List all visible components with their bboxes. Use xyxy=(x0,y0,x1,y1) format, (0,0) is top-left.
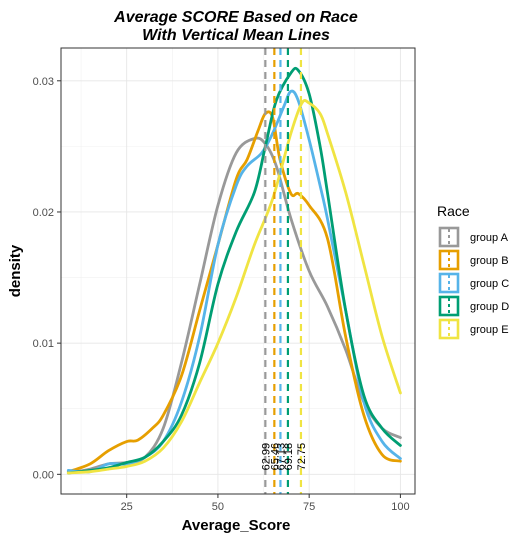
mean-label-group-D: 69.18 xyxy=(283,443,295,471)
x-tick-label: 25 xyxy=(121,501,133,513)
legend-label: group D xyxy=(470,301,509,313)
legend-item-group-C: group C xyxy=(438,272,509,294)
legend-item-group-D: group D xyxy=(438,295,509,317)
y-tick-label: 0.00 xyxy=(33,469,54,481)
x-tick-label: 100 xyxy=(391,501,409,513)
legend-label: group B xyxy=(470,255,509,267)
mean-label-group-B: 65.46 xyxy=(269,443,281,471)
legend-label: group C xyxy=(470,278,509,290)
y-tick-label: 0.02 xyxy=(33,207,54,219)
mean-label-group-A: 62.99 xyxy=(260,443,272,471)
mean-label-group-E: 72.75 xyxy=(296,443,308,471)
x-tick-label: 75 xyxy=(303,501,315,513)
chart-title-line2: With Vertical Mean Lines xyxy=(142,27,330,44)
legend-item-group-E: group E xyxy=(438,318,509,340)
legend-item-group-A: group A xyxy=(438,226,509,248)
y-axis-title: density xyxy=(7,244,24,297)
y-tick-label: 0.01 xyxy=(33,338,54,350)
chart-title-line1: Average SCORE Based on Race xyxy=(113,9,358,26)
mean-label-group-C: 67.13 xyxy=(275,443,287,471)
legend-label: group A xyxy=(470,232,509,244)
y-tick-label: 0.03 xyxy=(33,76,54,88)
x-axis-title: Average_Score xyxy=(182,517,291,534)
legend-title: Race xyxy=(437,203,470,219)
legend-label: group E xyxy=(470,324,509,336)
legend-item-group-B: group B xyxy=(438,249,509,271)
panel-background xyxy=(61,48,415,494)
x-tick-label: 50 xyxy=(212,501,224,513)
legend: group A group B group C group D group E xyxy=(438,226,509,340)
density-line-group-E xyxy=(66,99,402,475)
density-line-group-B xyxy=(66,110,402,474)
density-line-group-D xyxy=(66,66,402,475)
panel-border xyxy=(60,47,416,495)
